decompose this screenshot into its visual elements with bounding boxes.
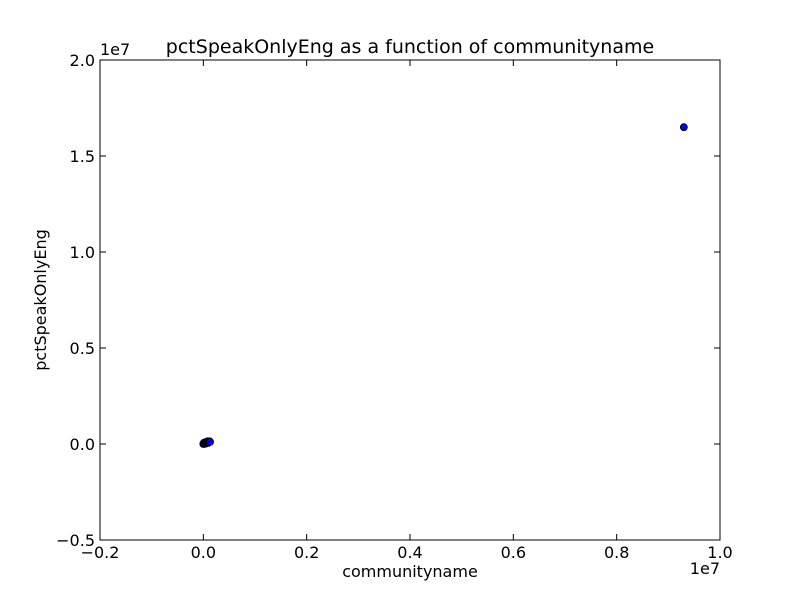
- x-tick-label: 0.2: [294, 543, 319, 562]
- y-tick-label: −0.5: [56, 531, 95, 550]
- data-points: [199, 123, 688, 448]
- x-tick-label: 0.0: [191, 543, 216, 562]
- x-tick-label: 0.8: [604, 543, 629, 562]
- y-axis-ticks: −0.5 0.0 0.5 1.0 1.5 2.0: [56, 51, 720, 550]
- axes-frame: [99, 59, 721, 541]
- y-tick-label: 0.5: [70, 339, 95, 358]
- data-point: [206, 437, 214, 446]
- x-tick-label: 0.4: [397, 543, 422, 562]
- y-axis-label: pctSpeakOnlyEng: [31, 229, 50, 371]
- chart-title: pctSpeakOnlyEng as a function of communi…: [166, 36, 654, 58]
- y-tick-label: 1.5: [70, 147, 95, 166]
- x-axis-offset-label: 1e7: [690, 559, 720, 578]
- x-tick-label: −0.2: [81, 543, 120, 562]
- x-axis-ticks: −0.2 0.0 0.2 0.4 0.6 0.8 1.0: [81, 60, 733, 562]
- x-tick-label: 0.6: [501, 543, 526, 562]
- y-tick-label: 0.0: [70, 435, 95, 454]
- x-tick-label: 1.0: [707, 543, 732, 562]
- y-tick-label: 2.0: [70, 51, 95, 70]
- data-point: [679, 123, 688, 132]
- y-axis-offset-label: 1e7: [100, 40, 130, 59]
- x-axis-label: communityname: [342, 562, 478, 581]
- y-tick-label: 1.0: [70, 243, 95, 262]
